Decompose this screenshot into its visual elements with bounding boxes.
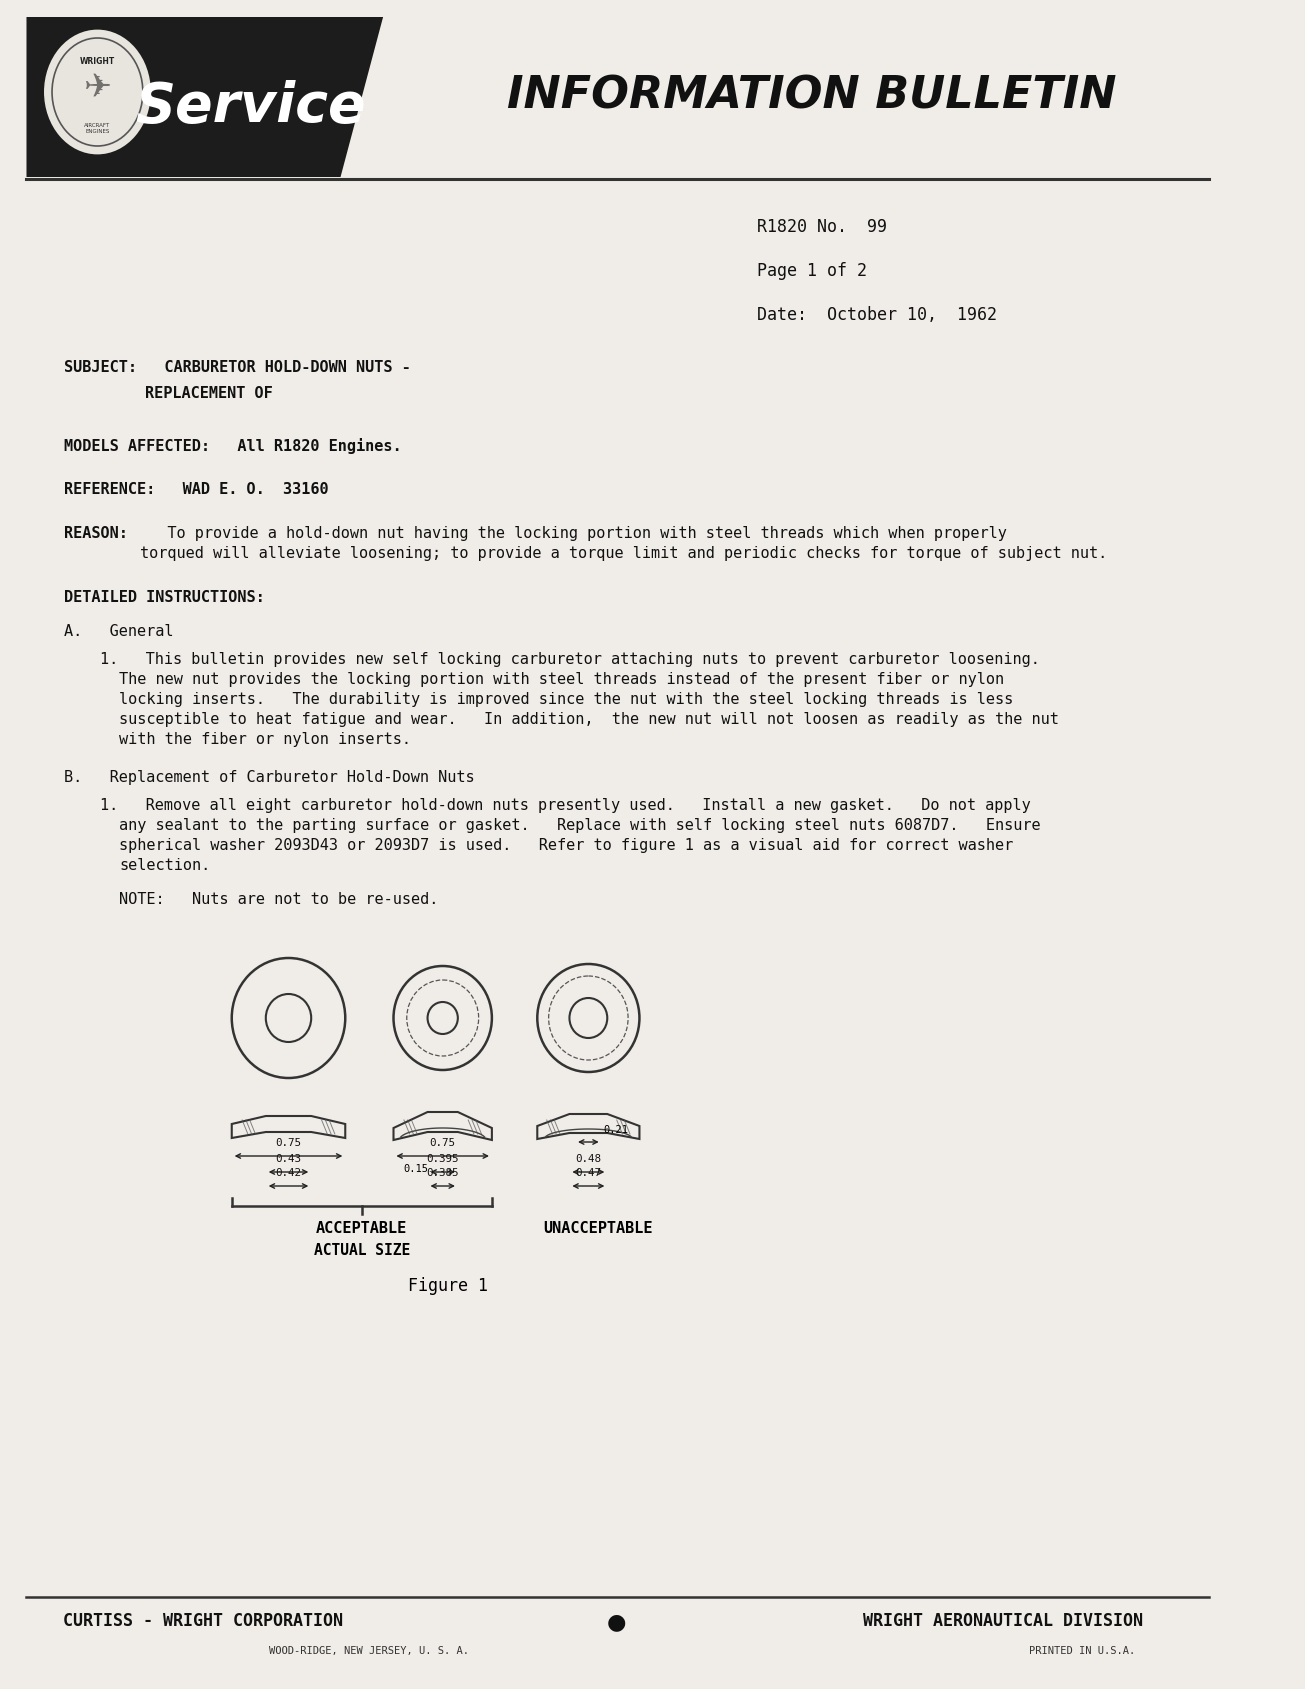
Text: susceptible to heat fatigue and wear.   In addition,  the new nut will not loose: susceptible to heat fatigue and wear. In… [119,711,1060,726]
Text: Figure 1: Figure 1 [408,1277,488,1294]
Text: SUBJECT:   CARBURETOR HOLD-DOWN NUTS -: SUBJECT: CARBURETOR HOLD-DOWN NUTS - [64,360,411,375]
Text: torqued will alleviate loosening; to provide a torque limit and periodic checks : torqued will alleviate loosening; to pro… [140,546,1107,561]
Text: spherical washer 2093D43 or 2093D7 is used.   Refer to figure 1 as a visual aid : spherical washer 2093D43 or 2093D7 is us… [119,838,1014,853]
Text: WRIGHT AERONAUTICAL DIVISION: WRIGHT AERONAUTICAL DIVISION [863,1611,1143,1628]
Text: A.   General: A. General [64,623,174,638]
Ellipse shape [46,32,150,154]
Text: 0.42: 0.42 [275,1167,301,1177]
Text: The new nut provides the locking portion with steel threads instead of the prese: The new nut provides the locking portion… [119,672,1005,687]
Polygon shape [26,19,384,177]
Text: To provide a hold-down nut having the locking portion with steel threads which w: To provide a hold-down nut having the lo… [140,525,1007,540]
Text: R1820 No.  99: R1820 No. 99 [757,218,886,236]
Text: ✈: ✈ [84,71,111,103]
Text: Date:  October 10,  1962: Date: October 10, 1962 [757,306,997,324]
Text: AIRCRAFT
ENGINES: AIRCRAFT ENGINES [85,123,111,133]
Text: 0.43: 0.43 [275,1154,301,1164]
Text: INFORMATION BULLETIN: INFORMATION BULLETIN [506,74,1116,118]
Text: ACTUAL SIZE: ACTUAL SIZE [313,1243,410,1257]
Text: WOOD-RIDGE, NEW JERSEY, U. S. A.: WOOD-RIDGE, NEW JERSEY, U. S. A. [269,1645,468,1655]
Text: 0.75: 0.75 [429,1137,455,1147]
Text: 0.21: 0.21 [603,1125,629,1135]
Text: WRIGHT: WRIGHT [80,57,115,66]
Text: locking inserts.   The durability is improved since the nut with the steel locki: locking inserts. The durability is impro… [119,691,1014,706]
Text: NOTE:   Nuts are not to be re-used.: NOTE: Nuts are not to be re-used. [119,892,438,907]
Text: ACCEPTABLE: ACCEPTABLE [316,1219,407,1235]
Text: DETAILED INSTRUCTIONS:: DETAILED INSTRUCTIONS: [64,589,265,605]
Text: 1.   Remove all eight carburetor hold-down nuts presently used.   Install a new : 1. Remove all eight carburetor hold-down… [100,797,1031,812]
Text: REASON:: REASON: [64,525,128,540]
Text: PRINTED IN U.S.A.: PRINTED IN U.S.A. [1028,1645,1135,1655]
Text: REFERENCE:   WAD E. O.  33160: REFERENCE: WAD E. O. 33160 [64,481,329,497]
Text: CURTISS - WRIGHT CORPORATION: CURTISS - WRIGHT CORPORATION [64,1611,343,1628]
Text: Service: Service [136,79,365,133]
Text: with the fiber or nylon inserts.: with the fiber or nylon inserts. [119,731,411,747]
Text: Page 1 of 2: Page 1 of 2 [757,262,867,280]
Text: 0.75: 0.75 [275,1137,301,1147]
Text: UNACCEPTABLE: UNACCEPTABLE [543,1219,652,1235]
Text: 0.395: 0.395 [427,1154,459,1164]
Text: MODELS AFFECTED:   All R1820 Engines.: MODELS AFFECTED: All R1820 Engines. [64,437,402,454]
Text: REPLACEMENT OF: REPLACEMENT OF [145,385,273,400]
Text: 0.15: 0.15 [403,1164,428,1174]
Text: selection.: selection. [119,858,210,873]
Text: 0.48: 0.48 [576,1154,602,1164]
Text: ●: ● [607,1611,626,1632]
Text: 0.385: 0.385 [427,1167,459,1177]
Text: B.   Replacement of Carburetor Hold-Down Nuts: B. Replacement of Carburetor Hold-Down N… [64,770,475,784]
Text: 0.47: 0.47 [576,1167,602,1177]
Text: 1.   This bulletin provides new self locking carburetor attaching nuts to preven: 1. This bulletin provides new self locki… [100,652,1040,667]
Text: any sealant to the parting surface or gasket.   Replace with self locking steel : any sealant to the parting surface or ga… [119,817,1041,833]
